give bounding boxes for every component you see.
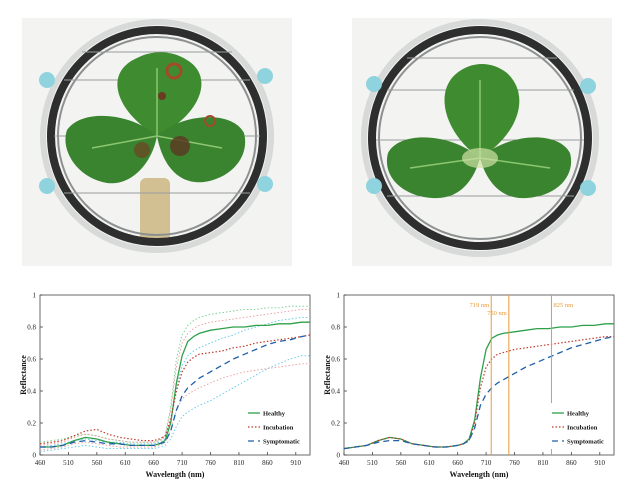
x-tick-label: 710 [177,459,188,467]
x-tick-label: 810 [234,459,245,467]
x-tick-label: 910 [595,459,606,467]
series-line-sample-6 [39,355,310,453]
y-tick-label: 0.8 [27,324,36,332]
x-tick-label: 910 [291,459,302,467]
plot-frame [39,294,311,456]
y-tick-label: 1 [33,292,37,300]
holder-ring [368,26,592,250]
lesion-icon [170,136,190,156]
y-tick-label: 0.2 [331,420,340,428]
x-tick-label: 660 [452,459,463,467]
y-tick-label: 0 [33,452,37,460]
series-line-sample-3 [39,305,310,443]
series-line-symptomatic [343,335,615,450]
infected-leaf-illustration [22,18,292,266]
y-tick-label: 0.4 [27,388,36,396]
series-line-incubation [39,334,311,445]
x-tick-label: 760 [205,459,216,467]
wavelength-marker-label: 825 nm [553,302,573,309]
healthy-leaf-photo [352,18,612,266]
x-tick-label: 460 [339,459,350,467]
clip-icons [39,68,273,194]
legend-label: Incubation [263,425,294,432]
y-tick-label: 0.6 [27,356,36,364]
wavelength-marker-label: 750 nm [487,310,507,317]
x-tick-label: 860 [262,459,273,467]
x-axis-label: Wavelength (nm) [146,470,205,479]
reflectance-chart-svg: 0 0.2 0.4 0.6 0.8 1 460 510 560 610 660 710 760 810 86… [323,292,615,479]
reflectance-chart-svg: 0 0.2 0.4 0.6 0.8 1 460 510 560 610 660 710 760 810 86… [19,292,311,479]
x-tick-label: 760 [509,459,520,467]
x-tick-label: 510 [367,459,378,467]
series-line-healthy [40,321,310,448]
series-line-healthy [343,323,614,450]
y-tick-label: 0.4 [331,388,340,396]
legend-label: Symptomatic [263,439,300,446]
y-axis-label: Reflectance [19,355,28,395]
x-tick-label: 610 [120,459,131,467]
y-tick-label: 0 [337,452,341,460]
reflectance-chart-left: 0 0.2 0.4 0.6 0.8 1 460 510 560 610 660 710 760 810 86… [18,283,318,483]
x-tick-label: 560 [396,459,407,467]
x-tick-label: 810 [538,459,549,467]
infected-leaf-photo [22,18,292,266]
x-tick-label: 460 [35,459,46,467]
y-tick-label: 1 [337,292,341,300]
legend-label: Incubation [567,425,598,432]
holder-ring [47,26,267,246]
y-tick-label: 0.6 [331,356,340,364]
reflectance-chart-right: 0 0.2 0.4 0.6 0.8 1 460 510 560 610 660 710 760 810 86… [318,283,623,483]
leaf-icon [386,64,572,199]
x-tick-label: 860 [566,459,577,467]
series-line-incubation [343,336,614,450]
x-tick-label: 510 [63,459,74,467]
stem-tube [140,178,170,244]
x-tick-label: 660 [148,459,159,467]
legend-box [550,403,610,449]
y-tick-label: 0.8 [331,324,340,332]
series-line-sample-7 [39,316,310,448]
y-tick-label: 0.2 [27,420,36,428]
x-tick-label: 610 [424,459,435,467]
x-tick-label: 560 [92,459,103,467]
y-axis-label: Reflectance [323,355,332,395]
wavelength-marker-label: 719 nm [470,302,490,309]
legend-label: Symptomatic [567,439,604,446]
x-tick-label: 710 [481,459,492,467]
legend-label: Healthy [263,411,286,418]
series-line-sample-4 [39,308,310,446]
clip-icons [366,76,596,196]
x-axis-label: Wavelength (nm) [450,470,509,479]
series-line-symptomatic [40,334,311,448]
leaf-icon [65,52,246,184]
legend-label: Healthy [567,411,590,418]
plot-frame [343,294,615,456]
legend-box [246,403,306,449]
healthy-leaf-illustration [352,18,612,266]
